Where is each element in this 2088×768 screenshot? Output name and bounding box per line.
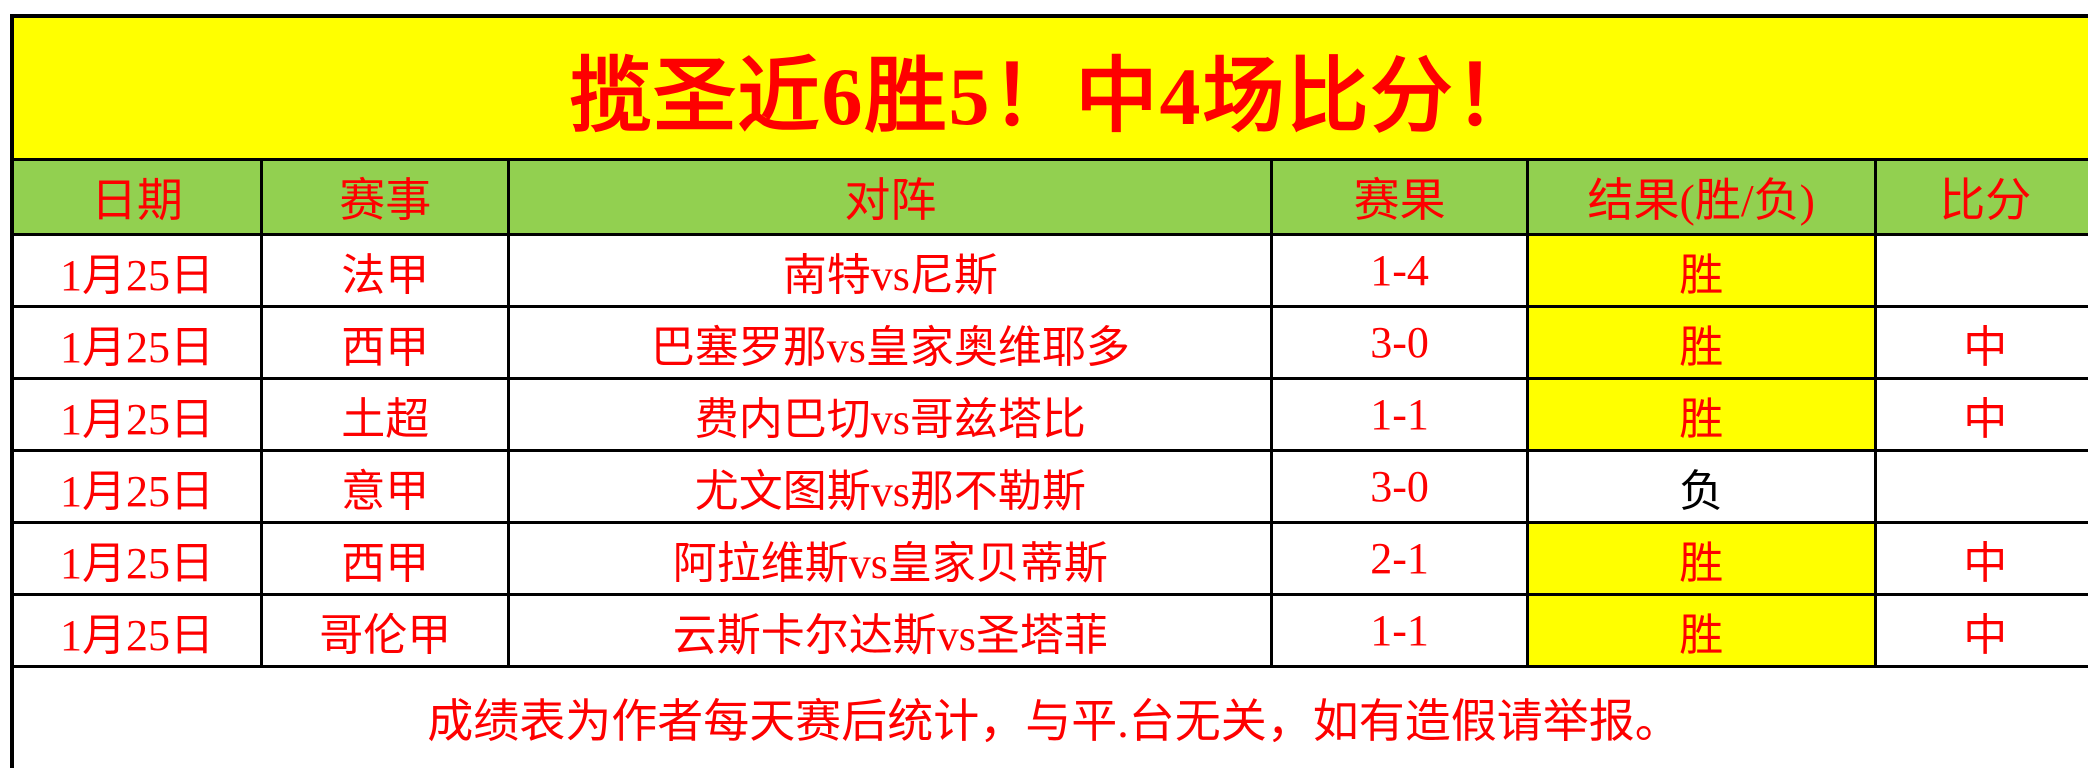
hit-cell <box>1873 233 2088 308</box>
hit-cell: 中 <box>1873 521 2088 596</box>
match-cell: 尤文图斯vs那不勒斯 <box>507 449 1274 524</box>
match-cell: 南特vs尼斯 <box>507 233 1274 308</box>
hit-cell: 中 <box>1873 305 2088 380</box>
column-header-result: 结果(胜/负) <box>1525 158 1877 236</box>
league-cell: 西甲 <box>259 305 511 380</box>
league-cell: 土超 <box>259 377 511 452</box>
league-cell: 哥伦甲 <box>259 593 511 668</box>
result-cell: 胜 <box>1525 377 1877 452</box>
table-row: 1月25日 意甲 尤文图斯vs那不勒斯 3-0 负 <box>10 449 2088 524</box>
score-cell: 3-0 <box>1270 449 1529 524</box>
footer-disclaimer: 成绩表为作者每天赛后统计，与平.台无关，如有造假请举报。 <box>10 665 2088 768</box>
match-cell: 云斯卡尔达斯vs圣塔菲 <box>507 593 1274 668</box>
league-cell: 法甲 <box>259 233 511 308</box>
hit-cell <box>1873 449 2088 524</box>
table-row: 1月25日 哥伦甲 云斯卡尔达斯vs圣塔菲 1-1 胜中 <box>10 593 2088 668</box>
match-cell: 巴塞罗那vs皇家奥维耶多 <box>507 305 1274 380</box>
result-cell: 胜 <box>1525 233 1877 308</box>
column-header-hit: 比分 <box>1873 158 2088 236</box>
date-cell: 1月25日 <box>10 233 263 308</box>
column-header-match: 对阵 <box>507 158 1274 236</box>
hit-cell: 中 <box>1873 377 2088 452</box>
score-cell: 1-4 <box>1270 233 1529 308</box>
league-cell: 意甲 <box>259 449 511 524</box>
table-row: 1月25日 西甲 阿拉维斯vs皇家贝蒂斯 2-1 胜中 <box>10 521 2088 596</box>
date-cell: 1月25日 <box>10 449 263 524</box>
score-cell: 1-1 <box>1270 593 1529 668</box>
result-cell: 胜 <box>1525 305 1877 380</box>
table-row: 1月25日 西甲 巴塞罗那vs皇家奥维耶多 3-0 胜中 <box>10 305 2088 380</box>
results-table: 揽圣近6胜5！中4场比分！ 日期 赛事 对阵 赛果 结果(胜/负) 比分 1月25日 法甲南… <box>10 14 2088 768</box>
match-cell: 阿拉维斯vs皇家贝蒂斯 <box>507 521 1274 596</box>
column-header-league: 赛事 <box>259 158 511 236</box>
column-header-date: 日期 <box>10 158 263 236</box>
date-cell: 1月25日 <box>10 521 263 596</box>
score-cell: 2-1 <box>1270 521 1529 596</box>
score-cell: 3-0 <box>1270 305 1529 380</box>
column-header-score: 赛果 <box>1270 158 1529 236</box>
result-cell: 负 <box>1525 449 1877 524</box>
table-row: 1月25日 法甲 南特vs尼斯 1-4 胜 <box>10 233 2088 308</box>
result-cell: 胜 <box>1525 593 1877 668</box>
hit-cell: 中 <box>1873 593 2088 668</box>
match-cell: 费内巴切vs哥兹塔比 <box>507 377 1274 452</box>
league-cell: 西甲 <box>259 521 511 596</box>
table-header-row: 日期 赛事 对阵 赛果 结果(胜/负) 比分 <box>10 158 2088 236</box>
date-cell: 1月25日 <box>10 593 263 668</box>
score-cell: 1-1 <box>1270 377 1529 452</box>
table-row: 1月25日 土超 费内巴切vs哥兹塔比 1-1 胜中 <box>10 377 2088 452</box>
date-cell: 1月25日 <box>10 305 263 380</box>
banner-title: 揽圣近6胜5！中4场比分！ <box>10 14 2088 161</box>
banner-row: 揽圣近6胜5！中4场比分！ <box>10 14 2088 161</box>
date-cell: 1月25日 <box>10 377 263 452</box>
result-cell: 胜 <box>1525 521 1877 596</box>
footer-row: 成绩表为作者每天赛后统计，与平.台无关，如有造假请举报。 <box>10 665 2088 768</box>
